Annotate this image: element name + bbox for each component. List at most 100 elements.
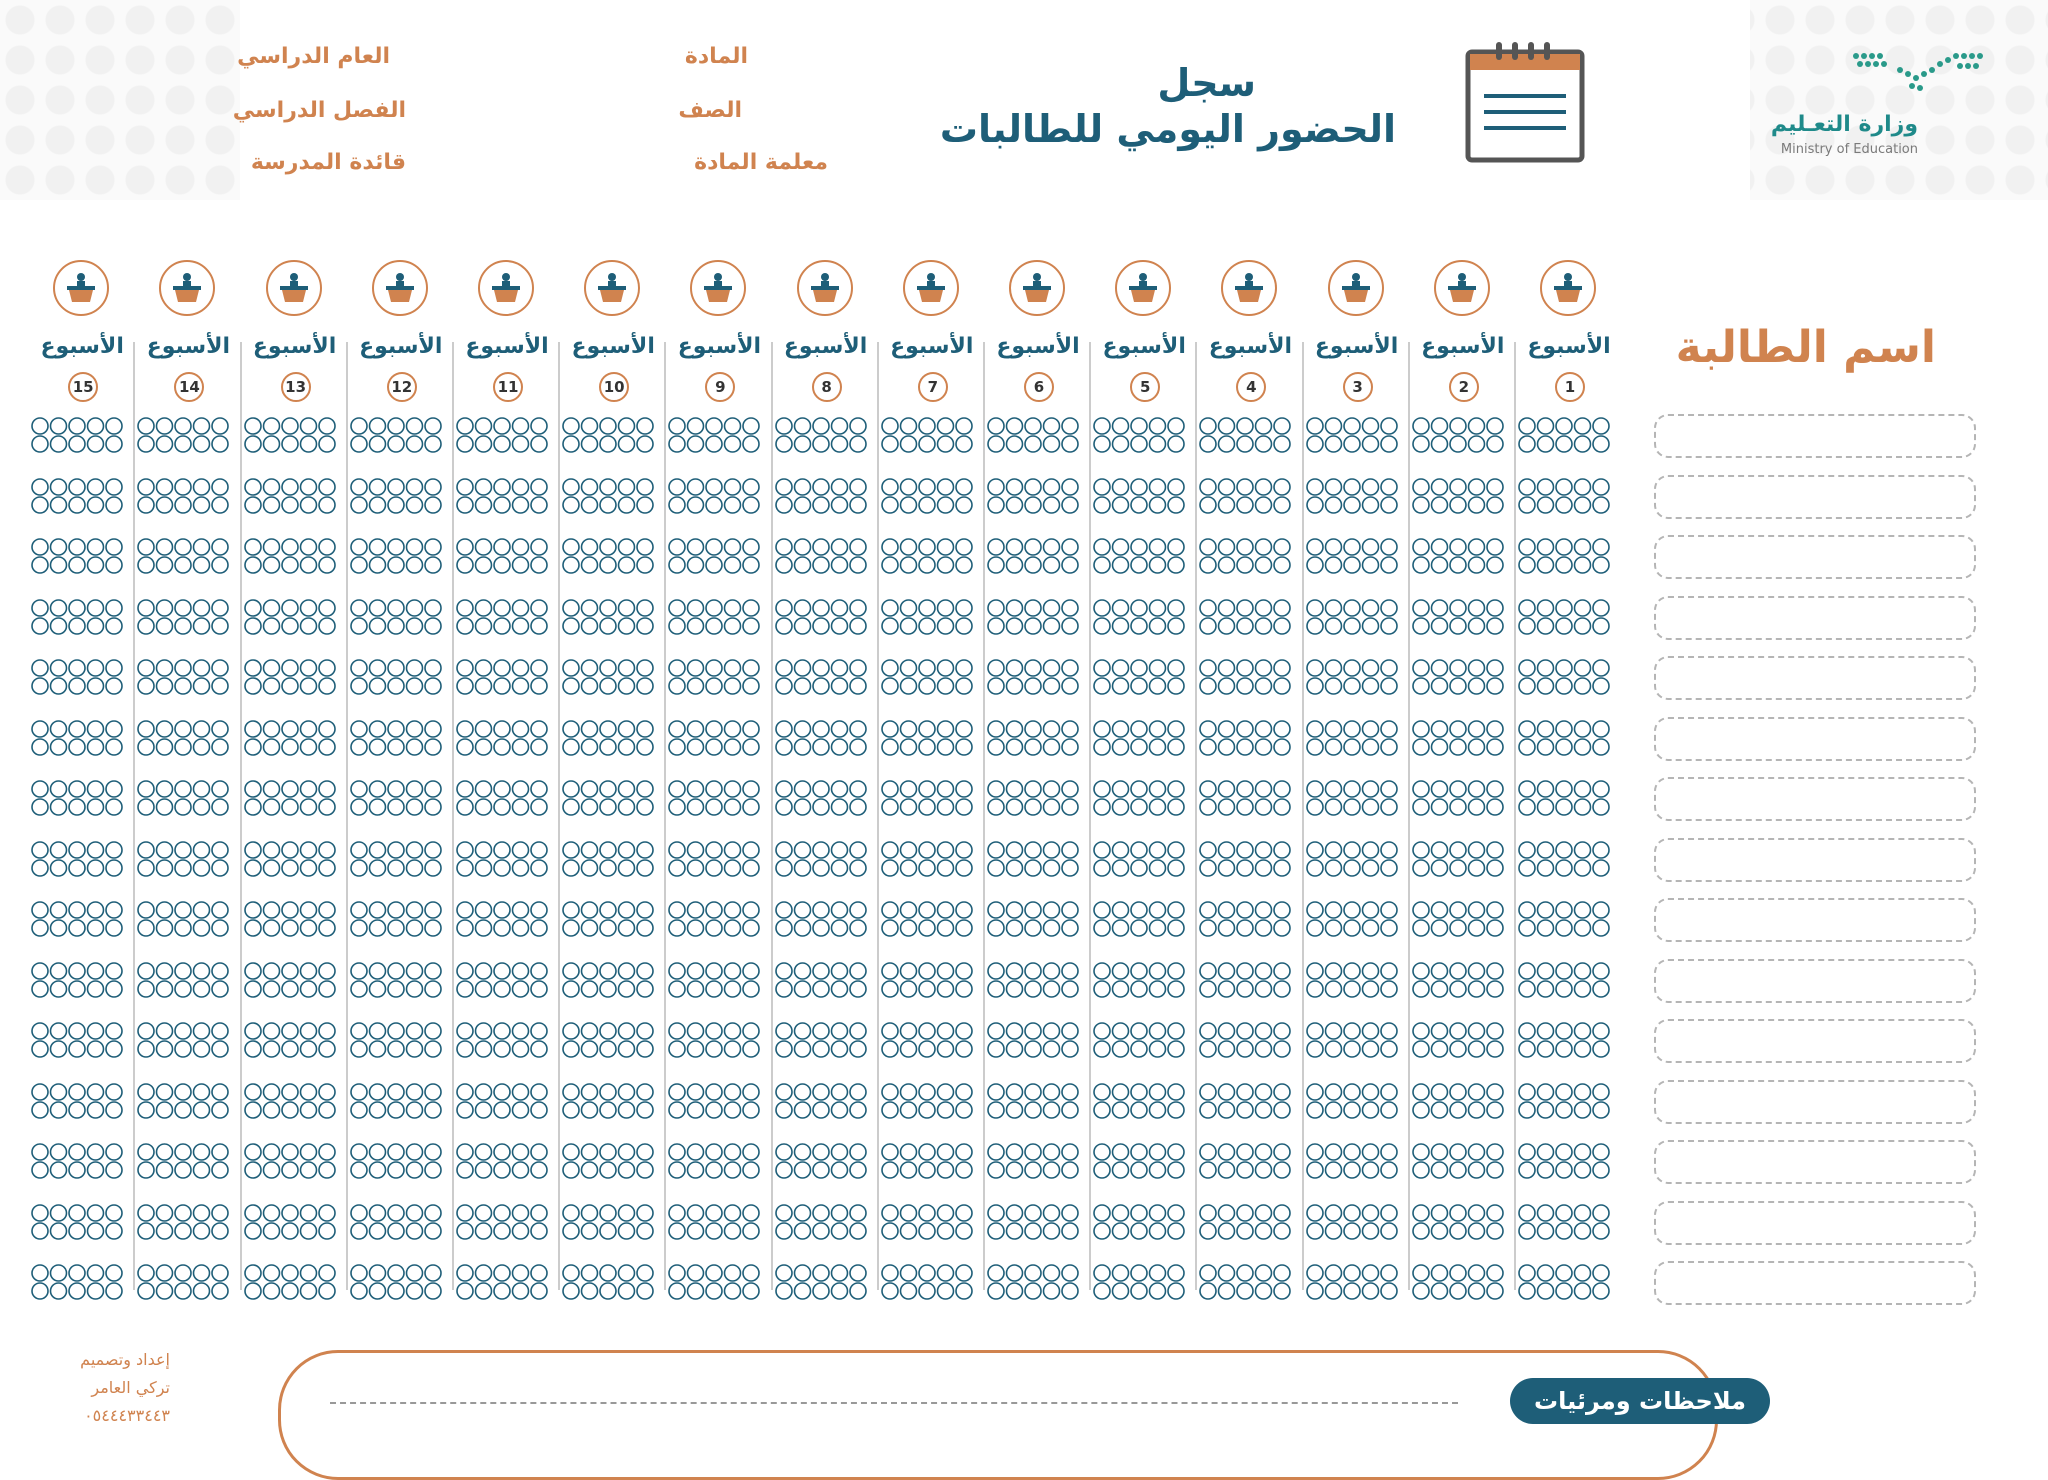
attendance-day-circles[interactable]: [774, 961, 875, 1001]
student-name-field[interactable]: [1654, 716, 1976, 761]
attendance-day-circles[interactable]: [774, 1203, 875, 1243]
attendance-day-circles[interactable]: [137, 900, 237, 940]
student-name-field[interactable]: [1654, 656, 1976, 700]
attendance-day-circles[interactable]: [987, 1142, 1087, 1182]
attendance-day-circles[interactable]: [1199, 779, 1299, 819]
attendance-day-circles[interactable]: [1305, 598, 1406, 638]
attendance-day-circles[interactable]: [349, 1142, 450, 1182]
attendance-day-circles[interactable]: [1518, 477, 1618, 517]
attendance-day-circles[interactable]: [668, 1021, 768, 1061]
attendance-day-circles[interactable]: [31, 537, 131, 577]
attendance-day-circles[interactable]: [1518, 537, 1618, 577]
attendance-day-circles[interactable]: [137, 658, 237, 698]
attendance-day-circles[interactable]: [668, 1203, 768, 1243]
attendance-day-circles[interactable]: [243, 1021, 344, 1061]
attendance-day-circles[interactable]: [774, 598, 875, 638]
attendance-day-circles[interactable]: [1518, 840, 1618, 880]
attendance-day-circles[interactable]: [243, 477, 344, 517]
attendance-day-circles[interactable]: [1305, 658, 1406, 698]
attendance-day-circles[interactable]: [137, 1082, 237, 1122]
attendance-day-circles[interactable]: [880, 719, 981, 759]
attendance-day-circles[interactable]: [774, 477, 875, 517]
attendance-day-circles[interactable]: [562, 537, 662, 577]
attendance-day-circles[interactable]: [1411, 416, 1512, 456]
attendance-day-circles[interactable]: [456, 719, 556, 759]
attendance-day-circles[interactable]: [349, 598, 450, 638]
attendance-day-circles[interactable]: [137, 840, 237, 880]
attendance-day-circles[interactable]: [1518, 900, 1618, 940]
attendance-day-circles[interactable]: [1093, 1263, 1193, 1303]
attendance-day-circles[interactable]: [1093, 1021, 1193, 1061]
attendance-day-circles[interactable]: [31, 1082, 131, 1122]
attendance-day-circles[interactable]: [562, 1142, 662, 1182]
attendance-day-circles[interactable]: [1518, 1142, 1618, 1182]
attendance-day-circles[interactable]: [1093, 1082, 1193, 1122]
attendance-day-circles[interactable]: [243, 719, 344, 759]
attendance-day-circles[interactable]: [880, 1203, 981, 1243]
attendance-day-circles[interactable]: [349, 1021, 450, 1061]
attendance-day-circles[interactable]: [774, 779, 875, 819]
attendance-day-circles[interactable]: [668, 900, 768, 940]
attendance-day-circles[interactable]: [137, 416, 237, 456]
attendance-day-circles[interactable]: [31, 1021, 131, 1061]
attendance-day-circles[interactable]: [1093, 961, 1193, 1001]
attendance-day-circles[interactable]: [774, 900, 875, 940]
attendance-day-circles[interactable]: [243, 598, 344, 638]
attendance-day-circles[interactable]: [668, 779, 768, 819]
student-name-field[interactable]: [1654, 777, 1976, 821]
attendance-day-circles[interactable]: [349, 537, 450, 577]
attendance-day-circles[interactable]: [987, 1021, 1087, 1061]
student-name-field[interactable]: [1654, 595, 1976, 640]
attendance-day-circles[interactable]: [456, 961, 556, 1001]
attendance-day-circles[interactable]: [349, 719, 450, 759]
attendance-day-circles[interactable]: [1518, 658, 1618, 698]
attendance-day-circles[interactable]: [1518, 1203, 1618, 1243]
attendance-day-circles[interactable]: [987, 537, 1087, 577]
attendance-day-circles[interactable]: [668, 719, 768, 759]
attendance-day-circles[interactable]: [987, 961, 1087, 1001]
attendance-day-circles[interactable]: [1199, 537, 1299, 577]
attendance-day-circles[interactable]: [880, 477, 981, 517]
attendance-day-circles[interactable]: [1411, 477, 1512, 517]
attendance-day-circles[interactable]: [243, 961, 344, 1001]
attendance-day-circles[interactable]: [31, 719, 131, 759]
attendance-day-circles[interactable]: [562, 961, 662, 1001]
attendance-day-circles[interactable]: [243, 658, 344, 698]
attendance-day-circles[interactable]: [987, 598, 1087, 638]
attendance-day-circles[interactable]: [880, 416, 981, 456]
attendance-day-circles[interactable]: [1305, 840, 1406, 880]
attendance-day-circles[interactable]: [668, 537, 768, 577]
attendance-day-circles[interactable]: [31, 658, 131, 698]
attendance-day-circles[interactable]: [1411, 1142, 1512, 1182]
attendance-day-circles[interactable]: [31, 840, 131, 880]
attendance-day-circles[interactable]: [668, 477, 768, 517]
attendance-day-circles[interactable]: [1305, 416, 1406, 456]
attendance-day-circles[interactable]: [1199, 416, 1299, 456]
attendance-day-circles[interactable]: [456, 477, 556, 517]
attendance-day-circles[interactable]: [137, 1203, 237, 1243]
attendance-day-circles[interactable]: [774, 1263, 875, 1303]
attendance-day-circles[interactable]: [1411, 1203, 1512, 1243]
attendance-day-circles[interactable]: [1411, 1263, 1512, 1303]
attendance-day-circles[interactable]: [987, 1263, 1087, 1303]
attendance-day-circles[interactable]: [562, 477, 662, 517]
attendance-day-circles[interactable]: [243, 1203, 344, 1243]
student-name-field[interactable]: [1654, 474, 1976, 519]
attendance-day-circles[interactable]: [774, 840, 875, 880]
attendance-day-circles[interactable]: [880, 900, 981, 940]
attendance-day-circles[interactable]: [243, 1082, 344, 1122]
attendance-day-circles[interactable]: [668, 840, 768, 880]
attendance-day-circles[interactable]: [31, 477, 131, 517]
attendance-day-circles[interactable]: [1305, 900, 1406, 940]
student-name-field[interactable]: [1654, 1019, 1976, 1063]
attendance-day-circles[interactable]: [987, 900, 1087, 940]
attendance-day-circles[interactable]: [31, 961, 131, 1001]
attendance-day-circles[interactable]: [1093, 719, 1193, 759]
attendance-day-circles[interactable]: [880, 1142, 981, 1182]
attendance-day-circles[interactable]: [668, 416, 768, 456]
attendance-day-circles[interactable]: [562, 658, 662, 698]
attendance-day-circles[interactable]: [668, 1142, 768, 1182]
attendance-day-circles[interactable]: [1411, 900, 1512, 940]
attendance-day-circles[interactable]: [137, 598, 237, 638]
attendance-day-circles[interactable]: [774, 416, 875, 456]
